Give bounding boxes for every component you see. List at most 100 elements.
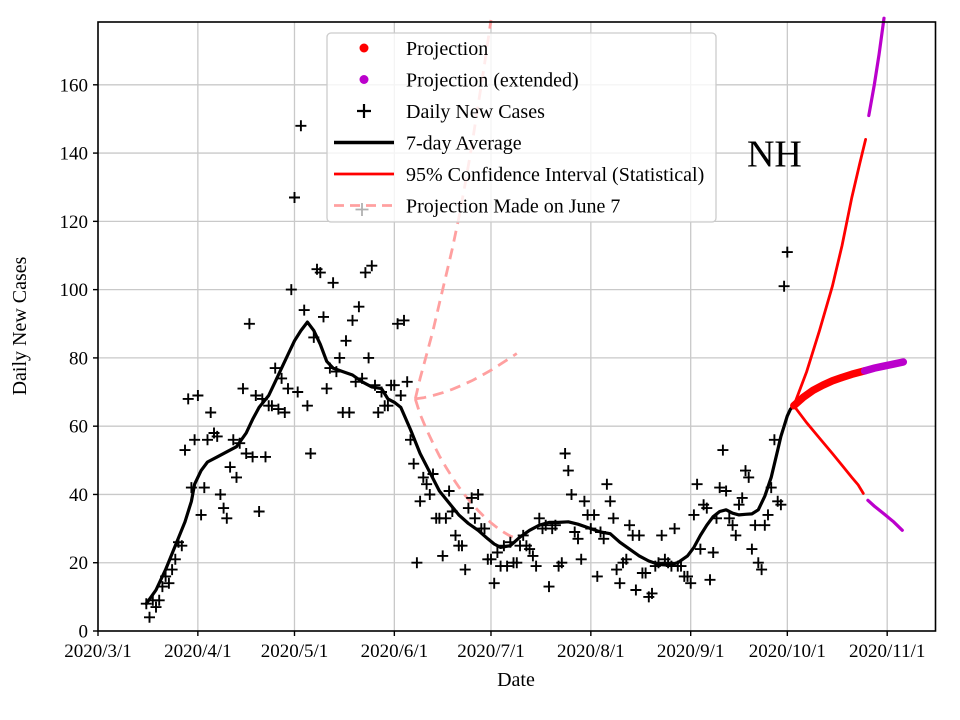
daily-point bbox=[163, 577, 175, 589]
daily-point bbox=[192, 390, 204, 401]
y-tick-label: 40 bbox=[69, 485, 88, 506]
daily-point bbox=[701, 502, 713, 514]
x-tick-label: 2020/5/1 bbox=[261, 641, 329, 662]
legend-label: 7-day Average bbox=[406, 133, 522, 155]
x-tick-label: 2020/10/1 bbox=[749, 641, 826, 662]
daily-point bbox=[298, 304, 310, 316]
projection-extended-dot-icon bbox=[359, 75, 369, 84]
june7-projection-lines bbox=[413, 19, 518, 540]
daily-point bbox=[202, 434, 213, 446]
daily-point bbox=[318, 311, 329, 323]
daily-point bbox=[682, 570, 693, 582]
daily-point bbox=[366, 260, 378, 272]
y-tick-label: 80 bbox=[69, 348, 88, 369]
y-tick-label: 120 bbox=[60, 212, 89, 233]
daily-point bbox=[401, 376, 413, 388]
daily-point bbox=[372, 407, 384, 418]
daily-point bbox=[295, 120, 307, 132]
daily-point bbox=[440, 512, 452, 524]
ci-upper-extended-line bbox=[867, 16, 886, 118]
daily-point bbox=[363, 352, 375, 364]
daily-point bbox=[340, 335, 352, 347]
state-annotation: NH bbox=[747, 134, 802, 176]
y-tick-label: 0 bbox=[79, 622, 89, 643]
daily-point bbox=[775, 499, 787, 511]
projection-line bbox=[790, 367, 869, 410]
daily-point bbox=[169, 553, 181, 565]
daily-point bbox=[688, 509, 700, 521]
avg-line-group bbox=[144, 320, 796, 606]
daily-point bbox=[305, 448, 317, 459]
daily-point bbox=[640, 567, 652, 579]
daily-point bbox=[768, 434, 780, 446]
daily-point bbox=[450, 529, 461, 541]
daily-point bbox=[395, 390, 407, 401]
legend-label: Projection Made on June 7 bbox=[406, 196, 620, 218]
legend-label: Daily New Cases bbox=[406, 101, 545, 123]
daily-point bbox=[182, 393, 194, 405]
daily-point bbox=[469, 512, 481, 524]
daily-point bbox=[205, 407, 217, 418]
daily-point bbox=[414, 495, 426, 507]
daily-point bbox=[353, 301, 365, 313]
daily-point bbox=[685, 577, 697, 589]
daily-point bbox=[614, 577, 626, 589]
daily-point bbox=[694, 543, 706, 555]
ci-lower-line bbox=[792, 404, 865, 495]
daily-point bbox=[285, 284, 297, 296]
daily-point bbox=[572, 533, 584, 545]
daily-point bbox=[740, 465, 751, 477]
daily-point bbox=[314, 267, 326, 279]
daily-point bbox=[224, 461, 236, 473]
daily-point bbox=[289, 192, 300, 203]
daily-point bbox=[566, 489, 577, 500]
daily-point bbox=[491, 547, 503, 558]
daily-point bbox=[762, 509, 774, 521]
daily-point bbox=[382, 400, 394, 412]
daily-point bbox=[752, 557, 764, 569]
legend-item: Projection (extended) bbox=[359, 70, 579, 92]
daily-point bbox=[359, 267, 371, 279]
plus-marker-icon bbox=[357, 104, 371, 118]
ci-lower-extended-line bbox=[866, 498, 904, 532]
daily-point bbox=[601, 478, 613, 490]
ci-upper-line bbox=[792, 138, 867, 408]
legend-label: Projection bbox=[406, 38, 488, 60]
daily-point bbox=[630, 584, 642, 596]
daily-point bbox=[620, 553, 632, 565]
daily-point bbox=[421, 478, 433, 490]
daily-point bbox=[266, 400, 278, 412]
y-tick-label: 160 bbox=[60, 75, 89, 96]
daily-point bbox=[588, 509, 600, 521]
daily-point bbox=[656, 529, 668, 541]
axes: 2020/3/1 2020/4/1 2020/5/1 2020/6/1 2020/7/1… bbox=[60, 21, 937, 662]
daily-point bbox=[243, 318, 255, 330]
daily-point bbox=[527, 550, 539, 562]
daily-point bbox=[408, 458, 420, 470]
x-axis-title: Date bbox=[497, 669, 535, 691]
daily-point bbox=[214, 489, 226, 500]
x-tick-label: 2020/8/1 bbox=[557, 641, 625, 662]
legend-item: Projection bbox=[359, 38, 488, 60]
daily-point bbox=[559, 448, 571, 459]
daily-point bbox=[195, 509, 207, 521]
daily-point bbox=[260, 451, 271, 463]
daily-point bbox=[598, 533, 610, 545]
daily-point bbox=[437, 550, 449, 562]
daily-point bbox=[575, 553, 587, 565]
daily-point bbox=[221, 512, 233, 524]
daily-point bbox=[604, 495, 616, 507]
daily-point bbox=[250, 390, 262, 401]
y-tick-label: 60 bbox=[69, 417, 88, 438]
projection-lines bbox=[790, 358, 908, 410]
daily-point bbox=[462, 502, 474, 514]
daily-point bbox=[556, 557, 568, 569]
daily-point bbox=[501, 560, 513, 572]
daily-point bbox=[524, 543, 536, 555]
daily-point bbox=[479, 523, 490, 535]
daily-point bbox=[607, 512, 619, 524]
june7-plus-icon bbox=[355, 203, 369, 216]
daily-point bbox=[543, 581, 555, 593]
x-tick-label: 2020/7/1 bbox=[457, 641, 525, 662]
